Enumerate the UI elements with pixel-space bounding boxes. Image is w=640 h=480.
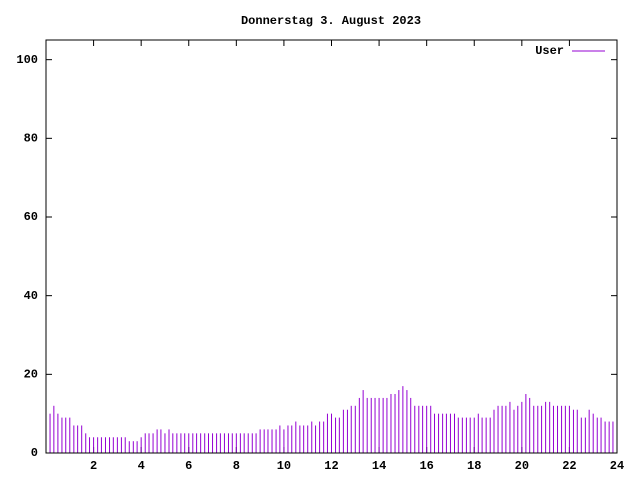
y-tick-label: 80: [24, 132, 38, 146]
x-tick-label: 10: [277, 459, 291, 473]
x-tick-label: 2: [90, 459, 97, 473]
x-tick-label: 8: [233, 459, 240, 473]
legend-label: User: [535, 44, 564, 58]
x-tick-label: 24: [610, 459, 624, 473]
plot-frame: [45, 39, 618, 454]
x-tick-label: 14: [372, 459, 386, 473]
x-tick-label: 22: [562, 459, 576, 473]
x-tick-label: 6: [185, 459, 192, 473]
x-tick-label: 4: [138, 459, 145, 473]
y-tick-label: 0: [31, 446, 38, 460]
y-tick-label: 40: [24, 289, 38, 303]
x-tick-label: 20: [515, 459, 529, 473]
chart-title: Donnerstag 3. August 2023: [241, 14, 421, 28]
y-tick-label: 60: [24, 210, 38, 224]
x-tick-label: 12: [324, 459, 338, 473]
y-tick-label: 20: [24, 368, 38, 382]
y-tick-label: 100: [16, 53, 38, 67]
x-tick-label: 16: [419, 459, 433, 473]
x-tick-label: 18: [467, 459, 481, 473]
